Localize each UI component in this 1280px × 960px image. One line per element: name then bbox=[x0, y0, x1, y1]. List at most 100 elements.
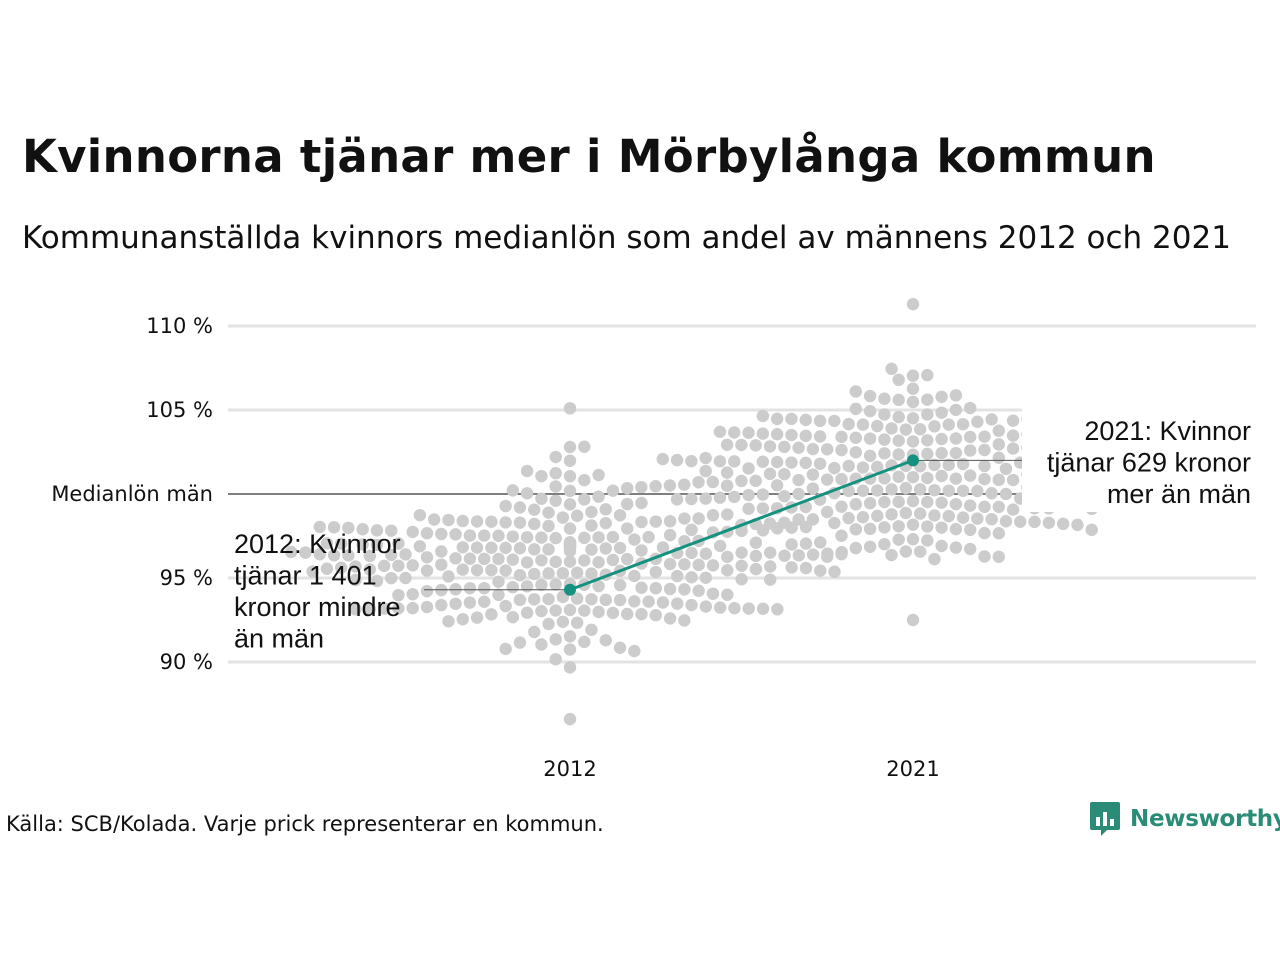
municipality-dot bbox=[606, 530, 620, 544]
municipality-dot bbox=[499, 541, 512, 555]
municipality-dot bbox=[549, 494, 562, 507]
municipality-dot bbox=[663, 557, 677, 571]
municipality-dot bbox=[456, 514, 469, 528]
municipality-dot bbox=[742, 462, 755, 475]
annotation-2021-line: 2021: Kvinnor bbox=[1084, 416, 1251, 446]
municipality-dot bbox=[878, 537, 891, 551]
municipality-dot bbox=[735, 438, 748, 452]
municipality-dot bbox=[706, 509, 720, 522]
municipality-dot bbox=[799, 500, 812, 514]
municipality-dot bbox=[692, 476, 705, 489]
municipality-dot bbox=[956, 511, 970, 524]
municipality-dot bbox=[370, 524, 384, 537]
municipality-dot bbox=[592, 579, 605, 593]
municipality-dot bbox=[685, 454, 698, 468]
municipality-dot bbox=[885, 483, 898, 496]
municipality-dot bbox=[770, 455, 784, 469]
municipality-dot bbox=[756, 427, 770, 440]
municipality-dot bbox=[878, 447, 891, 460]
municipality-dot bbox=[821, 505, 834, 519]
municipality-dot bbox=[399, 548, 412, 561]
municipality-dots bbox=[284, 297, 1184, 726]
municipality-dot bbox=[892, 434, 905, 447]
municipality-dot bbox=[649, 515, 662, 528]
municipality-dot bbox=[720, 438, 734, 451]
municipality-dot bbox=[835, 529, 848, 542]
municipality-dot bbox=[599, 516, 612, 530]
highlight-series bbox=[564, 454, 919, 596]
municipality-dot bbox=[528, 517, 541, 531]
municipality-dot bbox=[613, 593, 627, 607]
municipality-dot bbox=[635, 581, 648, 594]
municipality-dot bbox=[928, 458, 941, 472]
municipality-dot bbox=[478, 595, 491, 608]
municipality-dot bbox=[499, 599, 512, 613]
municipality-dot bbox=[935, 496, 948, 509]
annotation-2012-line: än män bbox=[234, 624, 324, 654]
municipality-dot bbox=[706, 559, 720, 572]
municipality-dot bbox=[671, 597, 684, 610]
municipality-dot bbox=[978, 472, 991, 486]
municipality-dot bbox=[985, 487, 998, 500]
municipality-dot bbox=[606, 606, 620, 620]
municipality-dot bbox=[871, 509, 884, 523]
municipality-dot bbox=[992, 500, 1005, 514]
municipality-dot bbox=[506, 484, 519, 497]
municipality-dot bbox=[992, 527, 1005, 540]
municipality-dot bbox=[806, 482, 820, 495]
municipality-dot bbox=[563, 603, 577, 617]
municipality-dot bbox=[1071, 518, 1084, 532]
municipality-dot bbox=[385, 571, 398, 585]
municipality-dot bbox=[835, 500, 848, 513]
municipality-dot bbox=[585, 593, 598, 606]
municipality-dot bbox=[849, 541, 862, 555]
municipality-dot bbox=[642, 530, 655, 544]
municipality-dot bbox=[335, 537, 348, 550]
municipality-dot bbox=[813, 414, 827, 428]
municipality-dot bbox=[842, 459, 855, 473]
annotation-2021-line: tjänar 629 kronor bbox=[1047, 448, 1251, 478]
municipality-dot bbox=[563, 555, 577, 568]
municipality-dot bbox=[578, 493, 591, 506]
municipality-dot bbox=[964, 499, 977, 512]
municipality-dot bbox=[799, 561, 813, 575]
municipality-dot bbox=[692, 512, 705, 525]
municipality-dot bbox=[585, 543, 598, 556]
municipality-dot bbox=[878, 433, 891, 446]
chart-subtitle: Kommunanställda kvinnors medianlön som a… bbox=[22, 220, 1231, 256]
municipality-dot bbox=[506, 581, 519, 594]
municipality-dot bbox=[778, 549, 791, 562]
municipality-dot bbox=[842, 511, 855, 525]
municipality-dot bbox=[385, 548, 398, 562]
municipality-dot bbox=[792, 473, 805, 487]
municipality-dot bbox=[542, 519, 555, 533]
municipality-dot bbox=[656, 452, 669, 466]
municipality-dot bbox=[563, 498, 577, 511]
municipality-dot bbox=[435, 598, 448, 612]
municipality-dot bbox=[377, 559, 391, 573]
municipality-dot bbox=[449, 552, 462, 565]
municipality-dot bbox=[492, 575, 505, 588]
municipality-dot bbox=[613, 578, 627, 592]
municipality-dot bbox=[928, 484, 941, 497]
municipality-dot bbox=[520, 531, 534, 544]
municipality-dot bbox=[878, 472, 891, 485]
municipality-dot bbox=[770, 428, 784, 441]
municipality-dot bbox=[649, 565, 662, 579]
municipality-dot bbox=[863, 496, 877, 510]
municipality-dot bbox=[363, 602, 376, 616]
municipality-dot bbox=[749, 562, 763, 576]
municipality-dot bbox=[706, 475, 719, 489]
municipality-dot bbox=[592, 490, 605, 503]
municipality-dot bbox=[435, 558, 448, 571]
municipality-dot bbox=[520, 580, 534, 593]
municipality-dot bbox=[613, 541, 627, 555]
municipality-dot bbox=[528, 543, 541, 556]
municipality-dot bbox=[485, 563, 498, 577]
municipality-dot bbox=[327, 549, 341, 562]
municipality-dot bbox=[478, 581, 491, 595]
municipality-dot bbox=[728, 601, 741, 615]
municipality-dot bbox=[549, 578, 562, 591]
municipality-dot bbox=[642, 595, 655, 608]
municipality-dot bbox=[313, 520, 326, 534]
